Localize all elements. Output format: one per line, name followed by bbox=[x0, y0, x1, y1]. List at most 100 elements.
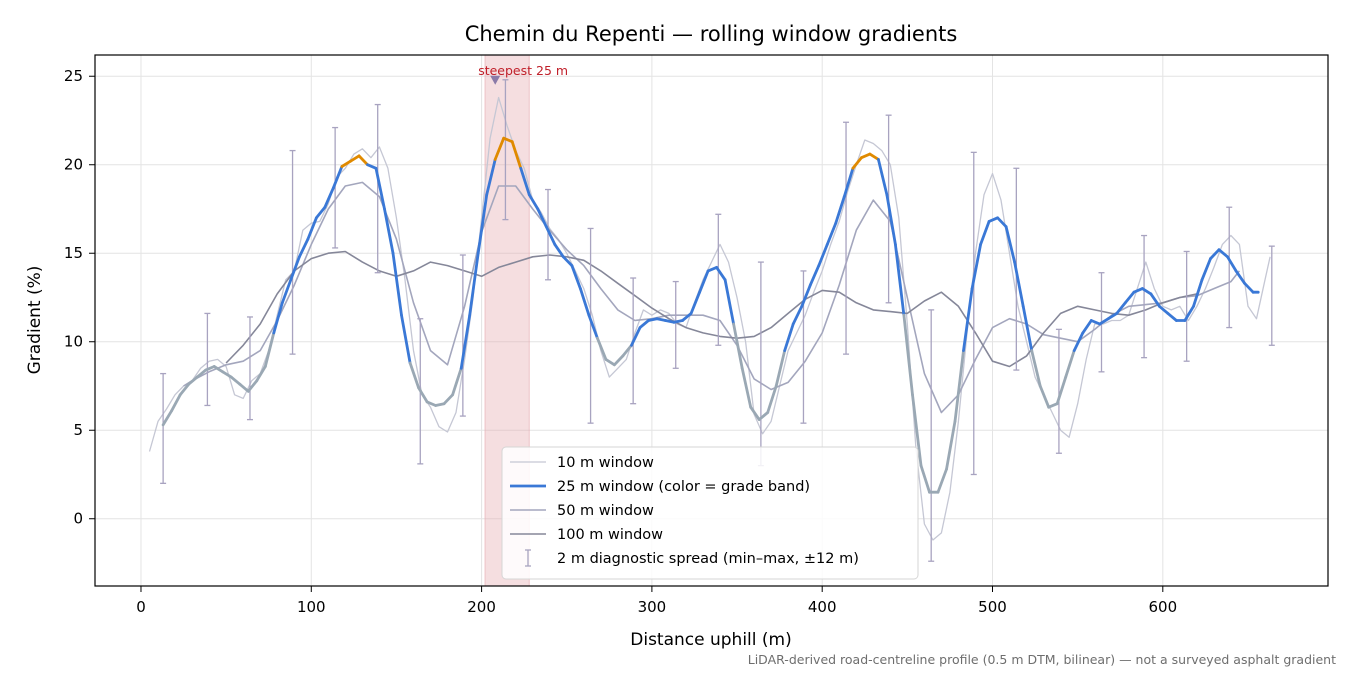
x-tick-label: 0 bbox=[136, 598, 146, 616]
band-segment bbox=[723, 278, 735, 326]
band-segment bbox=[476, 193, 489, 255]
legend-label: 100 m window bbox=[557, 527, 663, 543]
steepest-label: steepest 25 m bbox=[478, 63, 568, 78]
band-segment bbox=[1158, 304, 1170, 315]
band-segment bbox=[229, 375, 242, 386]
band-segment bbox=[953, 349, 965, 423]
error-bar bbox=[587, 227, 594, 424]
band-segment bbox=[1115, 301, 1127, 315]
legend-item: 10 m window bbox=[510, 455, 654, 471]
band-segment bbox=[732, 322, 744, 370]
band-segment bbox=[1234, 269, 1246, 285]
error-bar bbox=[459, 254, 466, 417]
x-tick-label: 500 bbox=[978, 598, 1007, 616]
band-segment bbox=[1166, 311, 1178, 322]
legend-frame bbox=[501, 446, 919, 580]
error-bar bbox=[502, 79, 509, 221]
band-segment bbox=[706, 265, 718, 273]
band-segment bbox=[630, 326, 642, 347]
band-segment bbox=[289, 255, 301, 282]
band-segment bbox=[1123, 290, 1136, 305]
y-tick-label: 15 bbox=[64, 244, 83, 262]
band-segment bbox=[860, 152, 872, 160]
band-segment bbox=[383, 207, 395, 255]
x-axis-ticks: 0 100 200 300 400 500 600 bbox=[136, 586, 1177, 616]
band-segment bbox=[715, 265, 727, 282]
band-segment bbox=[596, 336, 608, 361]
error-bar bbox=[332, 126, 339, 249]
band-segment bbox=[1217, 248, 1229, 259]
legend: 10 m window 25 m window (color = grade ba… bbox=[501, 446, 919, 580]
error-bar bbox=[1183, 250, 1190, 362]
band-segment bbox=[272, 301, 284, 335]
band-segment bbox=[408, 361, 421, 390]
band-segment bbox=[587, 313, 599, 340]
band-segment bbox=[400, 313, 412, 365]
band-segment bbox=[1141, 287, 1153, 296]
y-tick-label: 5 bbox=[73, 421, 83, 439]
error-bar bbox=[800, 270, 807, 424]
band-segment bbox=[306, 216, 318, 241]
error-bar bbox=[715, 213, 722, 346]
band-segment bbox=[323, 186, 335, 209]
band-segment bbox=[945, 419, 957, 471]
band-segment bbox=[1047, 402, 1059, 409]
y-tick-label: 20 bbox=[64, 156, 83, 174]
band-segment bbox=[1243, 281, 1255, 294]
legend-item: 100 m window bbox=[510, 527, 663, 543]
band-segment bbox=[314, 205, 327, 220]
band-segment bbox=[808, 264, 821, 287]
band-segment bbox=[579, 287, 591, 317]
band-segment bbox=[936, 467, 948, 494]
error-bar bbox=[289, 149, 296, 355]
band-segment bbox=[425, 400, 438, 407]
band-segment bbox=[502, 136, 514, 144]
legend-label: 50 m window bbox=[557, 503, 654, 519]
band-segment bbox=[757, 411, 770, 422]
x-tick-label: 600 bbox=[1148, 598, 1177, 616]
band-segment bbox=[800, 283, 812, 308]
error-bar bbox=[928, 309, 935, 562]
band-segment bbox=[825, 221, 838, 246]
error-bar bbox=[970, 151, 977, 476]
band-segment bbox=[357, 154, 369, 167]
band-segment bbox=[1072, 331, 1085, 353]
band-segment bbox=[766, 384, 778, 414]
band-segment bbox=[1098, 317, 1110, 326]
band-segment bbox=[783, 322, 795, 353]
band-segment bbox=[851, 156, 863, 170]
band-segment bbox=[834, 195, 846, 225]
band-segment bbox=[1183, 304, 1195, 322]
band-segment bbox=[1106, 311, 1119, 321]
plot-frame bbox=[94, 54, 1329, 587]
band-segment bbox=[1081, 319, 1093, 335]
error-bar bbox=[757, 261, 764, 467]
footnote: LiDAR-derived road-centreline profile (0… bbox=[748, 652, 1336, 667]
series-1-band-line bbox=[161, 136, 1260, 494]
band-segment bbox=[655, 317, 667, 322]
band-segment bbox=[366, 163, 378, 170]
x-tick-label: 100 bbox=[297, 598, 326, 616]
band-segment bbox=[297, 237, 310, 259]
legend-item: 25 m window (color = grade band) bbox=[510, 479, 810, 495]
error-bar bbox=[204, 312, 211, 407]
band-segment bbox=[280, 278, 293, 305]
series-layer bbox=[148, 79, 1275, 562]
band-segment bbox=[894, 242, 906, 317]
band-segment bbox=[195, 368, 208, 379]
band-segment bbox=[962, 287, 974, 353]
band-segment bbox=[817, 242, 829, 268]
error-bar bbox=[1141, 234, 1148, 359]
band-segment bbox=[1021, 304, 1034, 353]
band-segment bbox=[1209, 248, 1221, 261]
band-segment bbox=[902, 313, 914, 397]
band-segment bbox=[161, 409, 174, 427]
legend-label: 2 m diagnostic spread (min–max, ±12 m) bbox=[557, 551, 859, 567]
y-tick-label: 25 bbox=[64, 67, 83, 85]
band-segment bbox=[263, 331, 276, 368]
band-segment bbox=[374, 166, 386, 211]
band-segment bbox=[340, 159, 352, 168]
error-bar bbox=[1268, 245, 1275, 346]
error-bar bbox=[1055, 328, 1062, 454]
